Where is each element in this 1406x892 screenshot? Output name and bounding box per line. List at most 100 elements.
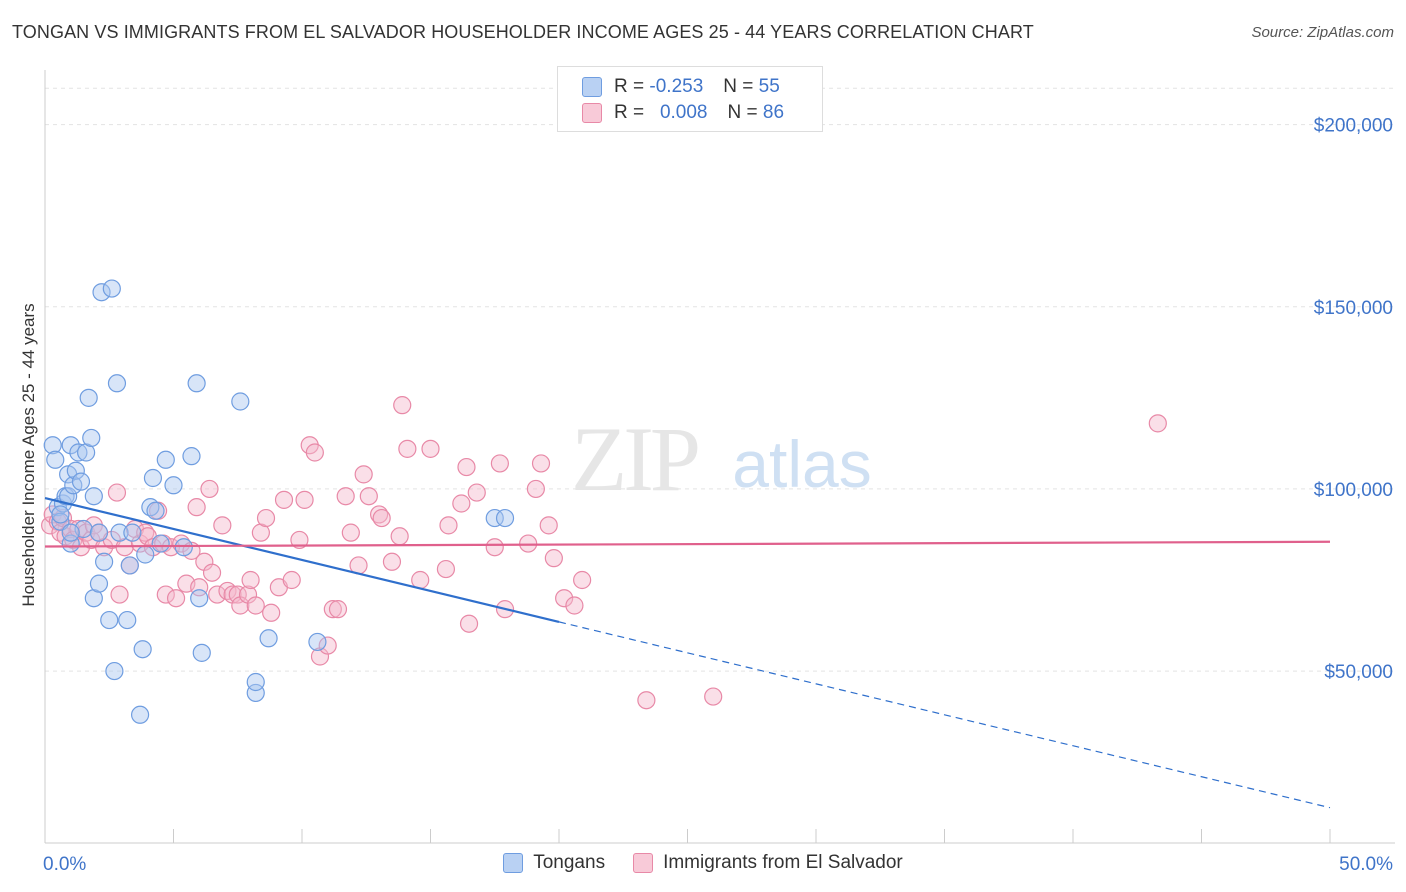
legend-n-value: 55 — [758, 76, 780, 97]
data-point-tongans — [61, 436, 80, 455]
data-point-el-salvador — [526, 479, 545, 499]
data-point-el-salvador — [241, 570, 260, 590]
correlation-legend: R = -0.253 N = 55 R = 0.008 N = 86 — [557, 66, 823, 132]
trend-lines — [44, 496, 1331, 809]
data-point-el-salvador — [290, 530, 309, 550]
data-point-el-salvador — [555, 589, 574, 608]
legend-r-label: R = — [614, 102, 645, 123]
data-point-tongans — [136, 545, 155, 564]
data-point-el-salvador — [156, 585, 175, 604]
data-point-el-salvador — [200, 479, 219, 499]
data-point-el-salvador — [354, 465, 373, 484]
data-point-el-salvador — [246, 596, 265, 615]
data-point-el-salvador — [202, 563, 222, 582]
data-point-tongans — [102, 279, 121, 298]
data-point-tongans — [495, 508, 515, 528]
data-point-el-salvador — [187, 498, 206, 517]
data-point-tongans — [164, 476, 183, 495]
data-point-el-salvador — [328, 600, 348, 619]
x-tick-label: 0.0% — [43, 854, 86, 875]
y-tick-label: $150,000 — [1314, 298, 1393, 319]
data-point-el-salvador — [573, 570, 592, 590]
legend-item-tongans[interactable]: Tongans — [503, 852, 605, 874]
legend-label-tongans: Tongans — [533, 852, 606, 873]
data-point-el-salvador — [436, 559, 456, 579]
data-point-el-salvador — [295, 490, 314, 509]
data-point-el-salvador — [282, 570, 301, 590]
data-point-tongans — [130, 705, 150, 724]
data-point-el-salvador — [1148, 414, 1167, 433]
data-point-el-salvador — [208, 585, 227, 604]
data-point-el-salvador — [166, 589, 186, 608]
axes — [44, 70, 1395, 844]
data-point-el-salvador — [490, 454, 509, 473]
data-point-el-salvador — [341, 523, 360, 542]
data-point-tongans — [156, 450, 175, 469]
data-point-tongans — [79, 388, 98, 407]
trend-line-el-salvador — [44, 540, 1331, 548]
data-point-tongans — [190, 589, 209, 608]
data-point-el-salvador — [467, 483, 486, 502]
data-point-tongans — [69, 443, 88, 462]
watermark: ZIP atlas — [571, 408, 872, 510]
trend-line-tongans — [44, 496, 560, 623]
data-point-tongans — [485, 508, 504, 528]
data-point-el-salvador — [519, 534, 538, 553]
y-tick-label: $100,000 — [1314, 480, 1393, 501]
legend-row-el-salvador: R = 0.008 N = 86 — [582, 101, 784, 125]
data-point-tongans — [192, 643, 211, 662]
data-point-tongans — [92, 283, 111, 302]
data-point-el-salvador — [485, 538, 504, 557]
series-legend: Tongans Immigrants from El Salvador — [0, 852, 1406, 874]
data-point-tongans — [133, 640, 152, 659]
trend-line-tongans-extrapolated — [558, 621, 1331, 809]
data-point-tongans — [146, 501, 165, 520]
data-point-el-salvador — [274, 490, 294, 509]
data-point-tongans — [51, 505, 70, 524]
data-point-el-salvador — [565, 596, 584, 615]
data-point-el-salvador — [359, 487, 378, 506]
data-point-tongans — [246, 672, 265, 692]
chart-title: TONGAN VS IMMIGRANTS FROM EL SALVADOR HO… — [12, 22, 1034, 42]
data-point-el-salvador — [318, 636, 337, 655]
data-point-tongans — [84, 487, 103, 506]
data-point-tongans — [95, 552, 114, 571]
y-axis-label: Householder Income Ages 25 - 44 years — [19, 303, 38, 607]
data-point-el-salvador — [305, 443, 324, 462]
data-point-tongans — [105, 661, 124, 681]
legend-r-value: -0.253 — [649, 76, 704, 97]
data-point-el-salvador — [531, 454, 551, 473]
data-point-tongans — [259, 629, 278, 648]
legend-item-el-salvador[interactable]: Immigrants from El Salvador — [633, 852, 903, 874]
data-point-el-salvador — [398, 439, 417, 458]
data-point-el-salvador — [457, 457, 476, 477]
data-point-el-salvador — [704, 687, 723, 706]
x-tick-label: 50.0% — [1339, 854, 1393, 875]
data-point-tongans — [89, 574, 109, 593]
data-point-el-salvador — [323, 600, 342, 619]
data-point-tongans — [182, 447, 201, 466]
data-point-tongans — [46, 450, 65, 469]
legend-swatch-blue — [582, 77, 602, 97]
data-point-tongans — [308, 632, 327, 652]
data-point-tongans — [118, 610, 137, 630]
data-point-el-salvador — [452, 494, 471, 513]
data-point-tongans — [107, 374, 127, 393]
data-point-el-salvador — [262, 603, 281, 622]
legend-swatch-pink — [582, 103, 602, 123]
watermark-atlas: atlas — [732, 427, 871, 501]
data-point-tongans — [151, 534, 170, 553]
data-point-tongans — [71, 472, 91, 491]
data-point-tongans — [187, 374, 206, 393]
y-tick-label: $50,000 — [1324, 662, 1393, 683]
data-point-tongans — [43, 436, 62, 455]
watermark-zip: ZIP — [571, 408, 698, 510]
source-label: Source: ZipAtlas.com — [1251, 24, 1394, 41]
data-point-tongans — [231, 392, 250, 411]
legend-n-value: 86 — [762, 102, 785, 123]
data-point-tongans — [110, 523, 129, 542]
data-point-tongans — [82, 428, 101, 448]
data-point-tongans — [143, 468, 163, 488]
data-point-el-salvador — [372, 508, 391, 528]
